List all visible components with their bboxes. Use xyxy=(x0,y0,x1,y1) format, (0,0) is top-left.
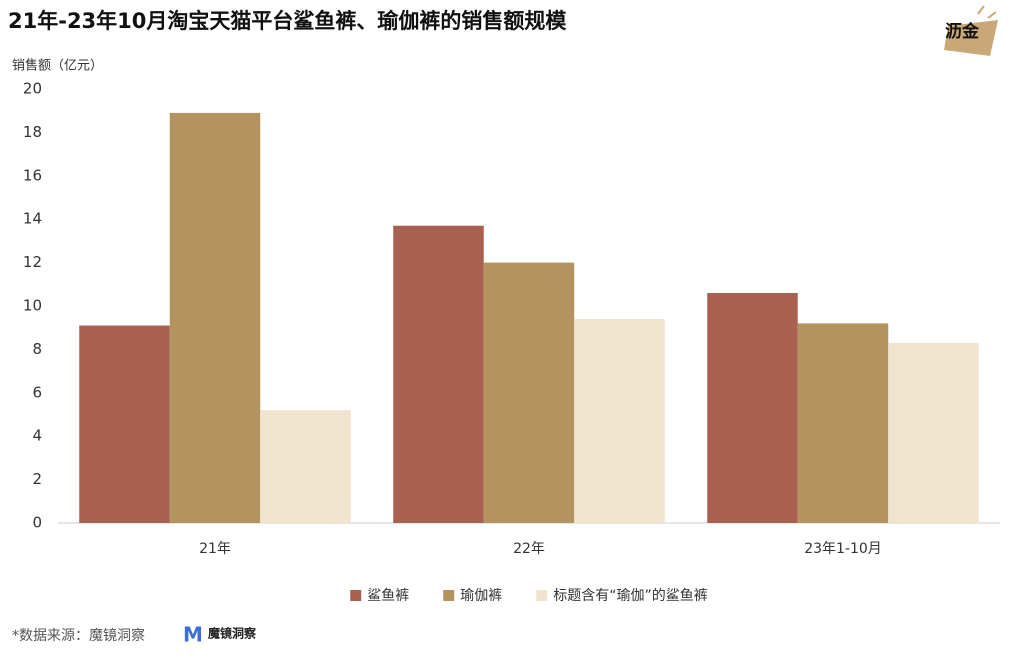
y-tick-label: 14 xyxy=(23,210,42,228)
y-tick-label: 16 xyxy=(23,166,42,184)
y-tick-label: 12 xyxy=(23,253,42,271)
bar xyxy=(574,319,665,523)
x-tick-label: 22年 xyxy=(513,541,545,557)
y-tick-label: 18 xyxy=(23,123,42,141)
chart-title: 21年-23年10月淘宝天猫平台鲨鱼裤、瑜伽裤的销售额规模 xyxy=(8,9,567,33)
source-note: *数据来源：魔镜洞察 xyxy=(12,627,145,644)
y-tick-label: 20 xyxy=(23,80,42,98)
bar xyxy=(888,342,979,523)
legend-swatch xyxy=(350,590,362,601)
bar xyxy=(707,292,798,523)
watermark-badge: 沥金 xyxy=(944,5,998,56)
logo-mark: M xyxy=(183,623,203,647)
legend-label: 标题含有“瑜伽”的鲨鱼裤 xyxy=(553,587,708,604)
badge-shape xyxy=(944,20,998,56)
bar xyxy=(260,410,351,523)
legend-label: 鲨鱼裤 xyxy=(367,587,409,604)
legend-swatch xyxy=(536,590,548,601)
bar xyxy=(169,112,261,524)
y-tick-label: 6 xyxy=(32,383,42,401)
legend-label: 瑜伽裤 xyxy=(460,588,502,604)
y-tick-label: 2 xyxy=(32,470,42,488)
bar xyxy=(797,323,889,523)
bar xyxy=(393,225,484,523)
y-tick-label: 0 xyxy=(32,514,42,532)
bar xyxy=(79,325,170,523)
x-tick-label: 23年1-10月 xyxy=(804,541,882,557)
logo-text: 魔镜洞察 xyxy=(208,626,257,641)
y-axis-label: 销售额（亿元） xyxy=(12,58,103,74)
x-tick-label: 21年 xyxy=(199,541,231,557)
bar xyxy=(483,262,575,523)
y-tick-label: 10 xyxy=(23,297,42,315)
y-tick-label: 4 xyxy=(32,427,42,445)
badge-ray xyxy=(977,5,985,15)
legend-swatch xyxy=(443,590,455,601)
badge-ray xyxy=(987,11,997,19)
watermark: 沥金 xyxy=(945,21,980,42)
y-tick-label: 8 xyxy=(32,340,42,358)
